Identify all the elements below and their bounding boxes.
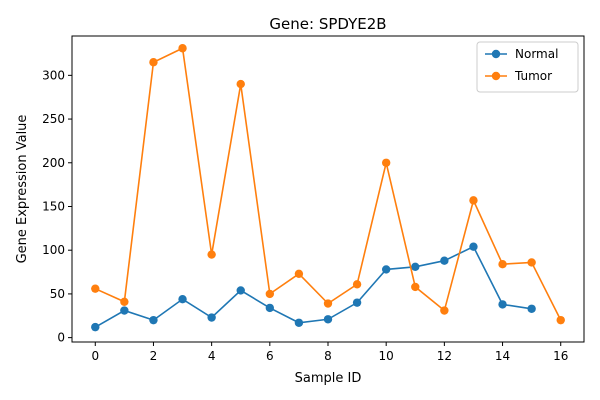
y-tick-label: 150 xyxy=(42,199,65,213)
data-point xyxy=(352,298,362,307)
y-tick-label: 200 xyxy=(42,156,65,170)
legend-marker xyxy=(491,49,501,59)
y-tick-label: 300 xyxy=(42,68,65,82)
data-point xyxy=(469,242,478,251)
data-point xyxy=(236,286,245,295)
x-tick-label: 4 xyxy=(208,349,216,363)
y-axis: 0 50 100 150 200 250 300 xyxy=(42,68,72,345)
data-point xyxy=(91,322,100,332)
y-tick-label: 50 xyxy=(50,287,65,301)
x-tick-label: 2 xyxy=(150,349,158,363)
data-point xyxy=(120,306,129,315)
data-point xyxy=(440,256,449,265)
data-point xyxy=(527,304,536,313)
legend: Normal Tumor xyxy=(476,41,579,93)
chart-title: Gene: SPDYE2B xyxy=(269,15,386,33)
x-tick-label: 6 xyxy=(266,349,274,363)
data-point xyxy=(381,265,391,274)
data-point xyxy=(294,318,304,327)
y-axis-label: Gene Expression Value xyxy=(15,115,30,264)
data-point xyxy=(207,313,216,322)
x-axis: 0 2 4 6 8 10 12 14 16 xyxy=(91,342,568,363)
y-tick-label: 0 xyxy=(57,331,65,345)
data-point xyxy=(498,300,507,309)
data-point xyxy=(411,262,420,272)
x-tick-label: 8 xyxy=(324,349,332,363)
data-point xyxy=(265,303,275,313)
legend-item: Normal xyxy=(485,47,558,61)
legend-marker xyxy=(491,71,501,81)
data-point xyxy=(178,294,187,304)
y-tick-label: 100 xyxy=(42,243,65,257)
x-tick-label: 14 xyxy=(495,349,510,363)
x-tick-label: 0 xyxy=(91,349,99,363)
data-point xyxy=(149,58,158,67)
data-point xyxy=(556,315,565,325)
series-line xyxy=(94,245,532,328)
x-tick-label: 12 xyxy=(437,349,452,363)
series-layer xyxy=(91,44,565,332)
data-point xyxy=(178,44,187,53)
y-tick-label: 250 xyxy=(42,112,65,126)
data-point xyxy=(207,250,216,259)
data-point xyxy=(498,259,507,269)
data-point xyxy=(91,284,100,293)
data-point xyxy=(527,258,536,267)
data-point xyxy=(440,306,449,315)
data-point xyxy=(265,289,275,299)
data-point xyxy=(469,196,478,205)
series-tumor xyxy=(91,44,565,325)
x-tick-label: 10 xyxy=(379,349,394,363)
legend-label: Normal xyxy=(515,47,558,61)
legend-label: Tumor xyxy=(514,69,552,83)
data-point xyxy=(323,299,333,308)
data-point xyxy=(352,280,362,289)
data-point xyxy=(120,297,129,306)
series-normal xyxy=(91,242,536,332)
data-point xyxy=(323,315,333,324)
data-point xyxy=(149,315,158,325)
data-point xyxy=(381,158,391,167)
legend-item: Tumor xyxy=(485,69,552,83)
x-axis-label: Sample ID xyxy=(295,371,362,386)
x-tick-label: 16 xyxy=(553,349,568,363)
data-point xyxy=(411,282,420,292)
data-point xyxy=(294,269,304,279)
data-point xyxy=(236,79,245,89)
